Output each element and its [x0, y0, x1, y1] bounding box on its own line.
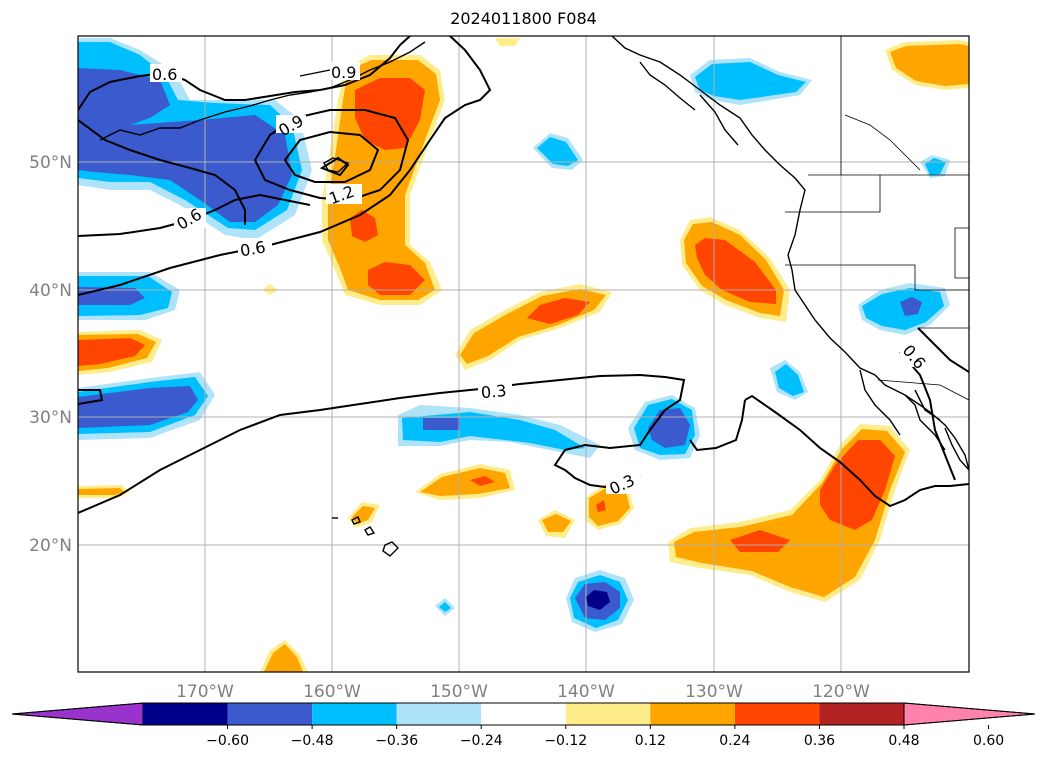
lon-label-160w: 160°W	[303, 682, 361, 702]
latitude-labels: 50°N 40°N 30°N 20°N	[29, 153, 72, 556]
positive-anomaly-160w-45n	[322, 55, 445, 305]
lat-label-40n: 40°N	[29, 281, 72, 301]
colorbar-tick-label: −0.60	[206, 733, 249, 749]
colorbar-segment	[819, 703, 904, 725]
lon-label-120w: 120°W	[812, 682, 870, 702]
colorbar-outline	[11, 702, 1036, 726]
lon-label-140w: 140°W	[557, 682, 615, 702]
contour-label: 0.6	[239, 237, 267, 260]
colorbar-tick-label: 0.36	[804, 733, 835, 749]
colorbar-tick-label: −0.24	[460, 733, 503, 749]
contour-label: 0.9	[331, 63, 356, 82]
contour-label-bg	[150, 62, 930, 494]
map-title: 2024011800 F084	[450, 9, 597, 28]
lon-label-130w: 130°W	[685, 682, 743, 702]
colorbar-tick-label: −0.12	[544, 733, 587, 749]
longitude-labels: 170°W 160°W 150°W 140°W 130°W 120°W	[176, 682, 870, 702]
colorbar-segment	[734, 703, 820, 725]
colorbar-tick-label: 0.60	[973, 733, 1004, 749]
colorbar: −0.60 −0.48 −0.36 −0.24 −0.12 0.12 0.24 0.36 0.4…	[11, 702, 1036, 749]
map-frame	[77, 35, 970, 673]
colorbar-segment	[312, 703, 397, 725]
positive-anomaly-128w-40n	[680, 217, 790, 322]
colorbar-tick-label: −0.48	[291, 733, 334, 749]
negative-anomaly-130w-30n	[628, 395, 700, 460]
lon-label-170w: 170°W	[176, 682, 234, 702]
negative-anomaly-small	[435, 58, 950, 616]
positive-anomaly-small	[78, 38, 969, 672]
lon-label-150w: 150°W	[430, 682, 488, 702]
colorbar-segment	[143, 703, 228, 725]
lat-label-50n: 50°N	[29, 153, 72, 173]
colorbar-segment	[565, 703, 651, 725]
coastlines	[99, 36, 969, 557]
colorbar-arrow-high	[903, 702, 1036, 726]
colorbar-tick-label: −0.36	[375, 733, 418, 749]
colorbar-tick-label: 0.12	[635, 733, 666, 749]
negative-anomaly-central-30n	[398, 405, 600, 458]
colorbar-segment	[396, 703, 482, 725]
contour-label: 0.3	[480, 381, 507, 402]
positive-anomaly-125w-25n	[668, 424, 910, 602]
map-plot-area	[78, 36, 969, 672]
colorbar-tick-label: 0.24	[719, 733, 750, 749]
contour-label: 0.6	[152, 65, 177, 84]
negative-anomaly-nw	[78, 38, 312, 240]
colorbar-segment	[650, 703, 735, 725]
colorbar-segment	[481, 703, 566, 725]
positive-anomaly-west-35n	[78, 330, 162, 375]
colorbar-tick-label: 0.48	[888, 733, 919, 749]
colorbar-segment	[227, 703, 313, 725]
lat-label-30n: 30°N	[29, 408, 72, 428]
negative-anomaly-west-40n	[78, 272, 180, 320]
political-borders	[785, 36, 969, 401]
map-gridlines	[78, 36, 969, 672]
lat-label-20n: 20°N	[29, 536, 72, 556]
colorbar-arrow-low	[11, 702, 144, 726]
positive-anomaly-145w-38n	[455, 284, 612, 370]
